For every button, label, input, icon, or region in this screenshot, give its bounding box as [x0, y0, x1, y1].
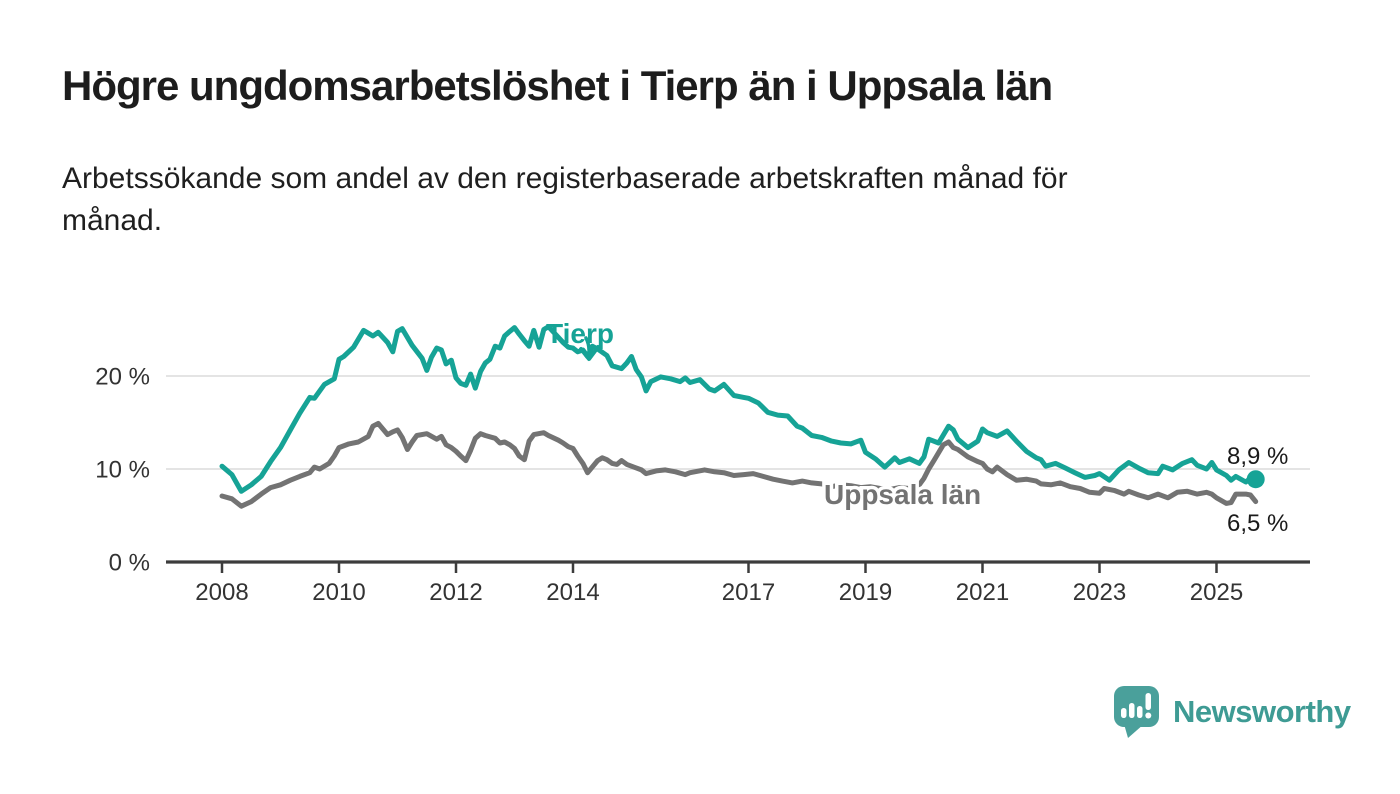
- tierp-label-arrow-stem: [584, 336, 591, 352]
- series-label-uppsala-l-n: Uppsala län: [824, 479, 981, 510]
- annotations-layer: Tierp 8,9 % Uppsala län 6,5 %: [546, 318, 1288, 537]
- x-tick-label-2010: 2010: [312, 579, 365, 606]
- line-chart: 0 % 10 % 20 % 2008 2010 2012 2014 2017 2019 2021 2…: [95, 318, 1310, 606]
- newsworthy-brand: Newsworthy: [1113, 684, 1351, 740]
- x-tick-label-2014: 2014: [546, 579, 599, 606]
- y-tick-label-20: 20 %: [95, 364, 150, 391]
- tierp-line: [219, 324, 1259, 494]
- logo-bubble-shape: [1114, 686, 1159, 727]
- newsworthy-logo-icon: [1114, 686, 1159, 738]
- logo-bar-chart-glyph: [1121, 703, 1143, 718]
- x-tick-label-2019: 2019: [839, 579, 892, 606]
- x-tick-label-2012: 2012: [429, 579, 482, 606]
- series-label-tierp: Tierp: [546, 318, 614, 349]
- x-tick-label-2008: 2008: [195, 579, 248, 606]
- x-tick-label-2023: 2023: [1073, 579, 1126, 606]
- subtitle-line-1: Arbetssökande som andel av den registerb…: [62, 162, 1068, 195]
- axis-layer: 0 % 10 % 20 % 2008 2010 2012 2014 2017 2019 2021 2…: [95, 364, 1310, 606]
- logo-bubble-tail: [1124, 724, 1144, 738]
- uppsala-l-n-line: [219, 420, 1259, 509]
- end-value-label-uppsala-l-n: 6,5 %: [1227, 510, 1288, 537]
- series-layer: [219, 324, 1265, 509]
- end-value-label-tierp: 8,9 %: [1227, 443, 1288, 470]
- subtitle-line-2: månad.: [62, 204, 163, 237]
- logo-exclamation-glyph: [1145, 693, 1152, 719]
- y-tick-label-10: 10 %: [95, 457, 150, 484]
- tierp-end-dot: [1246, 470, 1265, 489]
- x-tick-label-2021: 2021: [956, 579, 1009, 606]
- x-tick-label-2017: 2017: [722, 579, 775, 606]
- y-tick-label-0: 0 %: [109, 550, 150, 577]
- tierp-label-arrow-head: [579, 345, 600, 361]
- x-tick-label-2025: 2025: [1190, 579, 1243, 606]
- newsworthy-wordmark: Newsworthy: [1173, 694, 1351, 729]
- page-subtitle: Arbetssökande som andel av den registerb…: [62, 158, 1342, 242]
- page-title: Högre ungdomsarbetslöshet i Tierp än i U…: [62, 62, 1053, 109]
